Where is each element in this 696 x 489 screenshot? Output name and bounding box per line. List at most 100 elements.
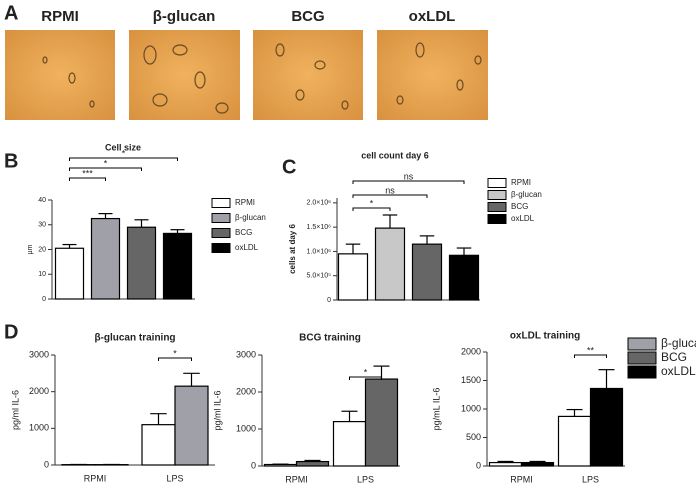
significance-label: * [173, 348, 177, 358]
legend-label: RPMI [511, 178, 531, 187]
bar [90, 217, 121, 300]
x-tick-label: LPS [357, 474, 374, 484]
bar [557, 415, 592, 467]
image-title: β-glucan [153, 8, 216, 25]
micrograph [377, 30, 488, 120]
y-tick-label: 1.0×10⁶ [307, 248, 332, 255]
legend-swatch [627, 351, 657, 365]
legend-swatch [487, 214, 507, 224]
y-axis-label: pg/mL IL-6 [431, 388, 441, 431]
bar [126, 226, 157, 300]
cell [68, 72, 76, 84]
y-tick-label: 2000 [236, 386, 256, 396]
legend-label: β-glucan [661, 336, 696, 350]
bar [162, 232, 193, 300]
legend-label: oxLDL [235, 243, 259, 252]
cell [314, 60, 326, 70]
significance-label: * [104, 158, 108, 168]
y-tick-label: 2000 [29, 386, 49, 396]
y-tick-label: 2.0×10⁶ [307, 200, 332, 207]
bar [488, 461, 523, 467]
cell [194, 71, 206, 89]
image-title: oxLDL [409, 8, 456, 25]
cell [143, 45, 157, 65]
y-tick-label: 0 [42, 296, 46, 303]
significance-bracket [69, 167, 142, 171]
significance-label: ns [385, 185, 395, 195]
y-tick-label: 1500 [461, 375, 481, 385]
bar [337, 253, 369, 301]
cell [474, 55, 482, 65]
y-tick-label: 3000 [29, 349, 49, 359]
image-title: RPMI [41, 8, 79, 25]
y-tick-label: 1000 [29, 423, 49, 433]
panel-label: B [4, 150, 18, 172]
significance-bracket [158, 357, 192, 361]
legend-label: BCG [235, 228, 252, 237]
legend-swatch [211, 228, 231, 238]
y-axis-label: pg/ml IL-6 [212, 390, 222, 430]
y-tick-label: 40 [38, 197, 46, 204]
micrograph [5, 30, 115, 120]
cell [275, 43, 285, 57]
x-tick-label: LPS [582, 474, 599, 484]
legend-label: RPMI [235, 198, 255, 207]
bar [54, 247, 85, 300]
chart-title: β-glucan training [94, 333, 175, 344]
legend-swatch [211, 213, 231, 223]
x-tick-label: RPMI [84, 473, 107, 483]
legend-swatch [627, 337, 657, 351]
y-tick-label: 500 [466, 432, 481, 442]
x-tick-label: RPMI [510, 474, 533, 484]
significance-bracket [349, 376, 382, 380]
cell [152, 93, 168, 107]
significance-bracket [574, 354, 607, 358]
significance-label: *** [82, 168, 93, 178]
legend-label: oxLDL [661, 364, 696, 378]
bar [411, 243, 443, 301]
y-tick-label: 1000 [461, 403, 481, 413]
legend-label: β-glucan [235, 213, 266, 222]
significance-label: * [370, 198, 374, 208]
significance-bracket [352, 194, 428, 198]
legend-swatch [487, 190, 507, 200]
legend-label: BCG [511, 202, 528, 211]
legend-swatch [627, 365, 657, 379]
y-tick-label: 10 [38, 271, 46, 278]
x-tick-label: LPS [166, 473, 183, 483]
legend-label: β-glucan [511, 190, 542, 199]
bar [374, 227, 406, 301]
bar [520, 461, 555, 467]
significance-label: * [364, 367, 368, 377]
cell [341, 100, 349, 110]
y-tick-label: 1.5×10⁶ [307, 224, 332, 231]
bar [364, 378, 399, 467]
y-tick-label: 0 [476, 460, 481, 470]
significance-bracket [69, 177, 106, 181]
micrograph [129, 30, 240, 120]
bar [332, 421, 367, 467]
legend-label: oxLDL [511, 214, 535, 223]
bar [295, 460, 330, 467]
significance-label: ** [587, 345, 595, 355]
panel-label: D [4, 321, 18, 343]
chart-title: BCG training [299, 333, 361, 344]
significance-label: * [122, 148, 126, 158]
cell [396, 95, 404, 105]
legend-swatch [487, 178, 507, 188]
y-tick-label: 0 [327, 297, 331, 304]
y-axis-label: µm [27, 244, 34, 254]
y-axis-label: cells at day 6 [288, 224, 297, 274]
significance-label: ns [404, 171, 414, 181]
chart-title: cell count day 6 [361, 150, 429, 160]
significance-bracket [352, 207, 391, 211]
legend-label: BCG [661, 350, 687, 364]
bar [263, 463, 298, 467]
y-tick-label: 20 [38, 246, 46, 253]
y-tick-label: 3000 [236, 349, 256, 359]
cell [215, 102, 229, 114]
y-tick-label: 30 [38, 222, 46, 229]
legend-swatch [487, 202, 507, 212]
y-tick-label: 1000 [236, 423, 256, 433]
